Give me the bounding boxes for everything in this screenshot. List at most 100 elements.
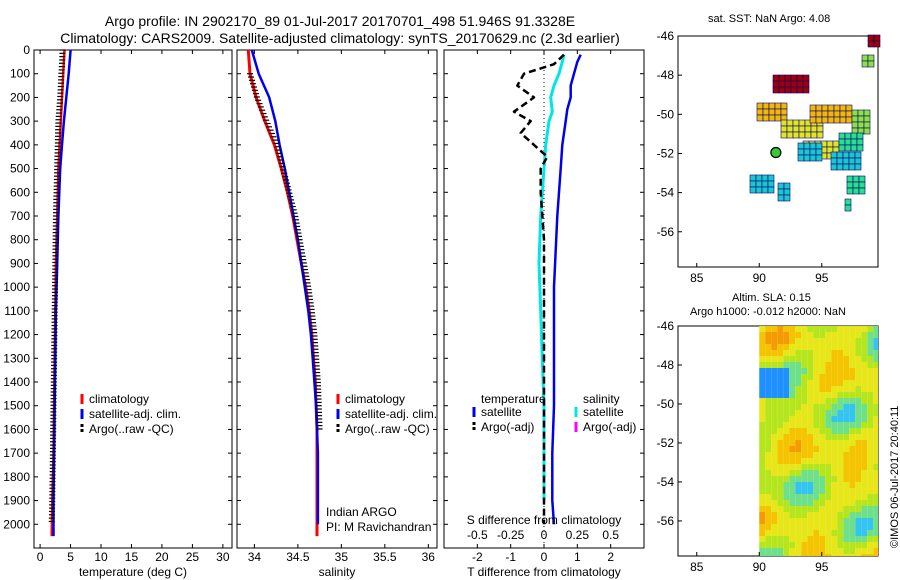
sla-cell [819,344,826,350]
sla-cell [777,488,784,494]
sla-cell [825,428,832,434]
sla-cell [765,356,772,362]
sla-cell [813,392,820,398]
sla-cell [831,386,838,392]
sla-cell [837,410,844,416]
y-tick-label: 1100 [4,304,30,318]
sst-cell [762,108,770,116]
sla-cell [807,332,814,338]
sla-cell [843,530,850,536]
sla-cell [771,476,778,482]
x-axis-label-difference: T difference from climatology [467,565,621,579]
sla-cell [843,464,850,470]
sla-cell [819,548,826,554]
sla-cell [789,416,796,422]
sla-cell [825,398,832,404]
sla-cell [801,380,808,386]
sla-cell [813,470,820,476]
x-tick-label: 15 [125,550,139,564]
sla-cell [819,368,826,374]
sla-cell [867,422,874,428]
sla-cell [837,350,844,356]
sla-cell [861,332,868,338]
sst-cell [815,116,823,124]
sla-cell [867,344,874,350]
y-tick-label: 200 [10,90,30,104]
sla-cell [873,476,878,482]
legend-label: satellite [481,405,522,419]
sla-cell [837,392,844,398]
sla-cell [825,326,832,332]
sla-cell [795,536,802,542]
sla-cell [771,434,778,440]
sla-cell [795,464,802,470]
sla-cell [807,512,814,518]
sla-cell [777,470,784,476]
sla-cell [831,482,838,488]
sst-cell [842,151,850,159]
sst-cell [836,163,844,171]
sla-cell [789,464,796,470]
sla-cell [813,530,820,536]
y-tick-label: 300 [10,114,30,128]
sst-cell [827,110,835,118]
sla-cell [837,422,844,428]
sla-cell [807,494,814,500]
sla-cell [873,452,878,458]
sst-cell [857,115,865,123]
sla-cell [765,494,772,500]
sla-cell [867,476,874,482]
sla-cell [849,494,856,500]
sst-cell [854,157,862,165]
sst-cell [839,104,847,112]
sla-cell [861,422,868,428]
sla-cell [807,350,814,356]
sla-cell [759,536,766,542]
sla-cell [813,434,820,440]
sla-cell [843,512,850,518]
sla-cell [861,464,868,470]
sla-cell [855,410,862,416]
sla-cell [849,542,856,548]
sla-cell [807,488,814,494]
sla-cell [843,548,850,554]
sla-cell [771,530,778,536]
sla-cell [777,476,784,482]
sla-cell [825,458,832,464]
sla-cell [807,476,814,482]
sla-cell [855,368,862,374]
sla-cell [789,422,796,428]
sst-cell [803,154,811,162]
sla-cell [765,434,772,440]
sla-cell [861,404,868,410]
sla-cell [789,338,796,344]
sla-cell [759,482,766,488]
sla-cell [777,332,784,338]
sla-cell [759,392,766,398]
sla-cell [759,512,766,518]
sst-cell [839,110,847,118]
sla-cell [825,464,832,470]
sla-cell [831,368,838,374]
sla-cell [765,458,772,464]
sst-cell [863,121,871,129]
sla-cell [807,524,814,530]
sla-cell [819,338,826,344]
sla-cell [807,380,814,386]
sla-cell [807,434,814,440]
sla-cell [855,458,862,464]
sla-cell [855,404,862,410]
sla-cell [837,506,844,512]
sla-cell [801,434,808,440]
sla-cell [765,512,772,518]
sst-cell [780,131,788,139]
sla-cell [771,326,778,332]
map-x-tick-label: 95 [815,271,829,285]
sla-cell [795,554,802,556]
sla-cell [831,446,838,452]
sst-cell [830,157,838,165]
sla-cell [795,392,802,398]
sla-cell [771,554,778,556]
sla-cell [825,488,832,494]
sst-cell [774,114,782,122]
